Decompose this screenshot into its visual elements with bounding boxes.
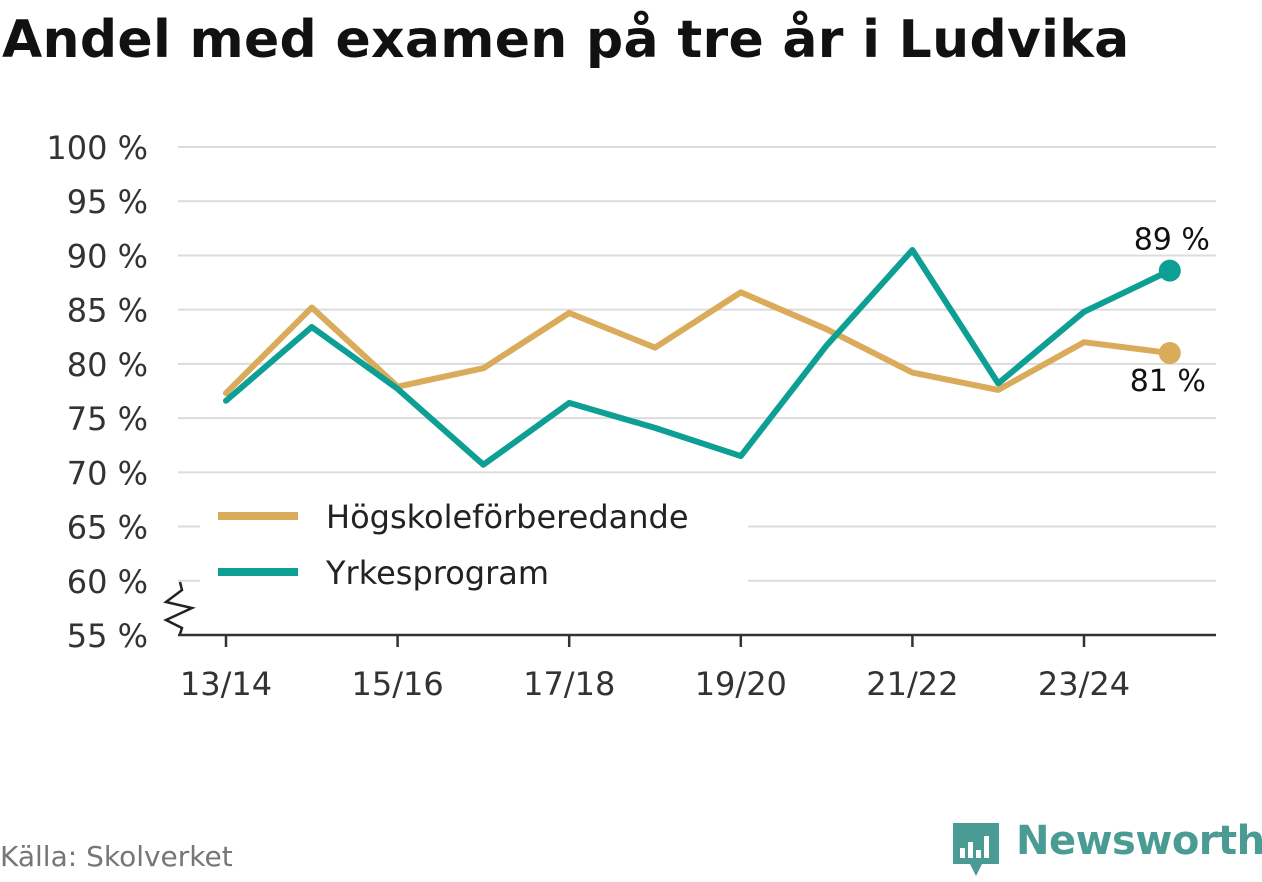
y-tick-label: 85 % <box>67 292 148 330</box>
x-axis <box>178 633 1216 647</box>
newsworthy-logo[interactable]: Newsworthy <box>950 818 1262 882</box>
line-chart: 55 % 60 % 65 % 70 % 75 % 80 % 85 % 90 % 95 % 100 … <box>46 129 1216 703</box>
y-tick-label: 70 % <box>67 454 148 492</box>
legend: Högskoleförberedande Yrkesprogram <box>200 494 748 592</box>
series-line <box>223 247 1173 468</box>
y-tick-label: 65 % <box>67 509 148 547</box>
y-tick-label: 90 % <box>67 237 148 275</box>
y-tick-label: 75 % <box>67 400 148 438</box>
legend-label: Yrkesprogram <box>325 554 549 592</box>
x-tick-label: 23/24 <box>1038 665 1130 703</box>
x-tick-label: 19/20 <box>695 665 787 703</box>
y-tick-label: 100 % <box>46 129 148 167</box>
series-end-point <box>1158 259 1181 282</box>
y-tick-label: 95 % <box>67 183 148 221</box>
series-lines <box>223 247 1181 468</box>
y-tick-label: 55 % <box>67 617 148 655</box>
legend-label: Högskoleförberedande <box>326 498 689 536</box>
axis-break-zigzag <box>163 581 196 635</box>
series-line <box>223 289 1173 397</box>
y-tick-label: 60 % <box>67 563 148 601</box>
source-note: Källa: Skolverket <box>0 840 233 873</box>
x-tick-label: 21/22 <box>866 665 958 703</box>
x-tick-label: 17/18 <box>523 665 615 703</box>
end-label: 81 % <box>1130 364 1206 399</box>
brand-name: Newsworthy <box>1016 818 1262 864</box>
newsworthy-logo-icon <box>953 823 999 876</box>
x-tick-label: 15/16 <box>351 665 443 703</box>
end-labels: 89 % 81 % <box>1130 223 1210 399</box>
axis-break-icon <box>163 581 196 635</box>
y-axis-tick-labels: 55 % 60 % 65 % 70 % 75 % 80 % 85 % 90 % 95 % 100 … <box>46 129 148 655</box>
y-tick-label: 80 % <box>67 346 148 384</box>
end-label: 89 % <box>1134 223 1210 258</box>
series-end-point <box>1158 342 1181 365</box>
page-title: Andel med examen på tre år i Ludvika <box>2 10 1130 70</box>
x-axis-tick-labels: 13/14 15/16 17/18 19/20 21/22 23/24 <box>180 665 1130 703</box>
x-tick-label: 13/14 <box>180 665 272 703</box>
